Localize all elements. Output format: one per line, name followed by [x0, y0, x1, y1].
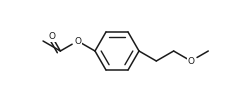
Text: O: O	[48, 32, 55, 41]
Text: O: O	[187, 57, 194, 66]
Text: O: O	[74, 36, 81, 46]
